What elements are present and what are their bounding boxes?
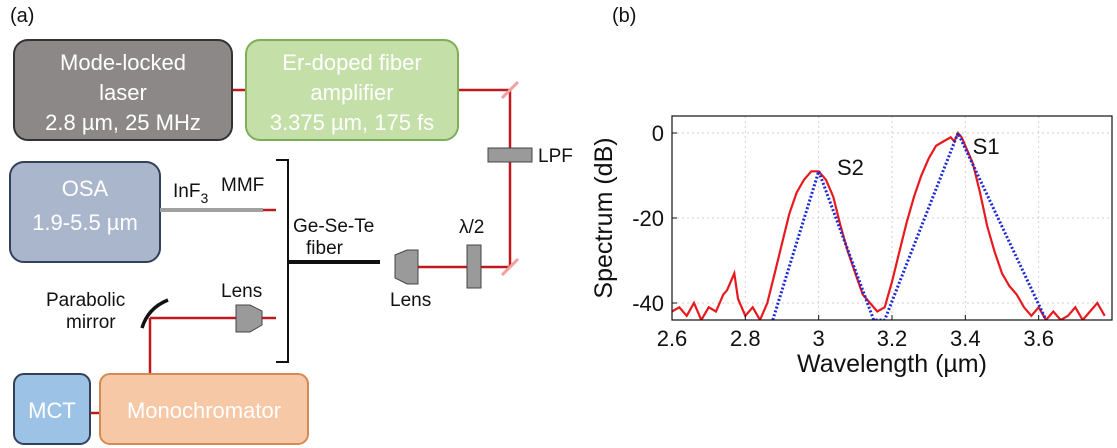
x-tick-label: 2.6	[657, 326, 688, 351]
edfa-line-2: amplifier	[310, 80, 393, 105]
y-tick-label: -40	[632, 291, 664, 316]
mirror-label-2: mirror	[66, 312, 116, 333]
parabolic-mirror	[140, 298, 169, 329]
osa-line-2: 1.9-5.5 µm	[32, 210, 138, 235]
y-axis-title: Spectrum (dB)	[590, 137, 618, 298]
measured-series-line	[672, 130, 1106, 320]
lpf-filter	[487, 147, 533, 163]
panel-b-label: (b)	[612, 5, 636, 27]
edfa-box: Er-doped fiber amplifier 3.375 µm, 175 f…	[245, 39, 459, 141]
half-wave-label: λ/2	[459, 217, 484, 238]
x-axis-title: Wavelength (µm)	[797, 350, 987, 378]
mmf-label: MMF	[221, 175, 264, 196]
half-wave-plate	[466, 244, 482, 289]
ticks: 2.6 2.8 3 3.2 3.4 3.6 0 -20 -40	[632, 121, 1054, 351]
lens-mirror-label: Lens	[221, 281, 262, 302]
x-tick-label: 2.8	[730, 326, 761, 351]
fit-series-line	[771, 129, 1048, 320]
beam-paths	[90, 88, 512, 415]
edfa-box-shape	[245, 39, 459, 141]
spectrum-chart: 2.6 2.8 3 3.2 3.4 3.6 0 -20 -40 S2 S1 Wavelength …	[590, 115, 1113, 378]
laser-box-shape	[13, 39, 233, 141]
peak-annotation: S1	[973, 134, 1000, 159]
x-tick-label: 3.2	[877, 326, 908, 351]
laser-box: Mode-locked laser 2.8 µm, 25 MHz	[13, 39, 233, 141]
laser-line-1: Mode-locked	[60, 50, 186, 75]
mct-box-shape	[13, 373, 91, 445]
fiber-label-1: Ge-Se-Te	[293, 216, 374, 237]
lens-mirror	[235, 304, 263, 333]
osa-box: OSA 1.9-5.5 µm	[9, 161, 161, 263]
lpf-label: LPF	[538, 146, 573, 167]
bracket	[276, 159, 289, 363]
lens-fiber-label: Lens	[390, 290, 431, 311]
x-tick-label: 3	[813, 326, 825, 351]
x-tick-label: 3.4	[950, 326, 981, 351]
inf3-label: InF3	[173, 181, 208, 206]
mirror-bottom-right	[500, 257, 520, 277]
monochromator-label: Monochromator	[127, 398, 281, 423]
mct-label: MCT	[28, 398, 76, 423]
laser-line-2: laser	[99, 80, 147, 105]
grid	[671, 116, 1112, 320]
peak-annotation: S2	[837, 155, 864, 180]
edfa-line-1: Er-doped fiber	[282, 50, 421, 75]
edfa-line-3: 3.375 µm, 175 fs	[270, 110, 434, 135]
mirror-top-right	[500, 80, 520, 100]
y-tick-label: 0	[652, 121, 664, 146]
x-tick-label: 3.6	[1023, 326, 1054, 351]
y-tick-label: -20	[632, 206, 664, 231]
laser-line-3: 2.8 µm, 25 MHz	[45, 110, 201, 135]
monochromator-box: Monochromator	[99, 373, 309, 445]
series	[672, 129, 1106, 320]
lens-fiber	[394, 249, 419, 285]
osa-line-1: OSA	[62, 176, 109, 201]
annotations: S2 S1	[837, 134, 1000, 180]
mct-box: MCT	[13, 373, 91, 445]
mirror-label-1: Parabolic	[46, 290, 125, 311]
panel-a-label: (a)	[10, 5, 34, 27]
monochromator-box-shape	[99, 373, 309, 445]
fiber-label-2: fiber	[306, 238, 344, 259]
